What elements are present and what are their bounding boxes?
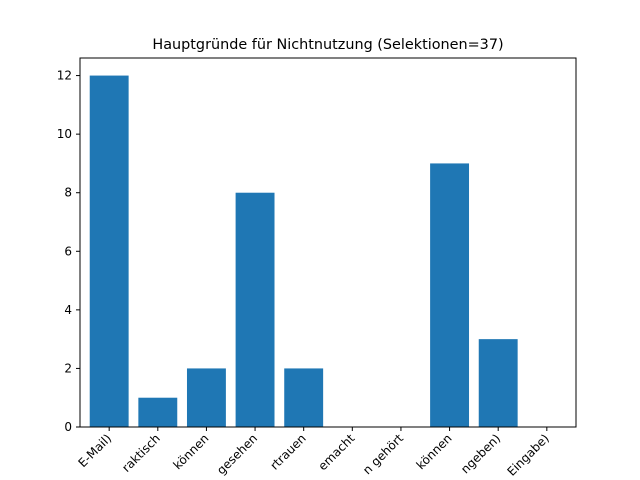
bar-7 bbox=[430, 163, 470, 427]
bar-3 bbox=[235, 192, 275, 427]
bar-4 bbox=[284, 368, 324, 427]
bar-8 bbox=[478, 339, 518, 427]
y-tick-label-5: 10 bbox=[57, 127, 72, 141]
bar-1 bbox=[138, 397, 178, 427]
y-tick-label-6: 12 bbox=[57, 69, 72, 83]
bars-group bbox=[89, 75, 518, 428]
bar-0 bbox=[89, 75, 129, 428]
y-tick-label-2: 4 bbox=[64, 303, 72, 317]
chart-title: Hauptgründe für Nichtnutzung (Selektione… bbox=[152, 37, 503, 53]
y-axis: 0 2 4 6 8 10 12 bbox=[57, 69, 80, 434]
y-tick-label-0: 0 bbox=[64, 420, 72, 434]
bar-2 bbox=[186, 368, 226, 427]
y-tick-label-1: 2 bbox=[64, 361, 72, 375]
y-tick-label-3: 6 bbox=[64, 244, 72, 258]
plot-frame bbox=[79, 57, 577, 428]
y-tick-label-4: 8 bbox=[64, 186, 72, 200]
